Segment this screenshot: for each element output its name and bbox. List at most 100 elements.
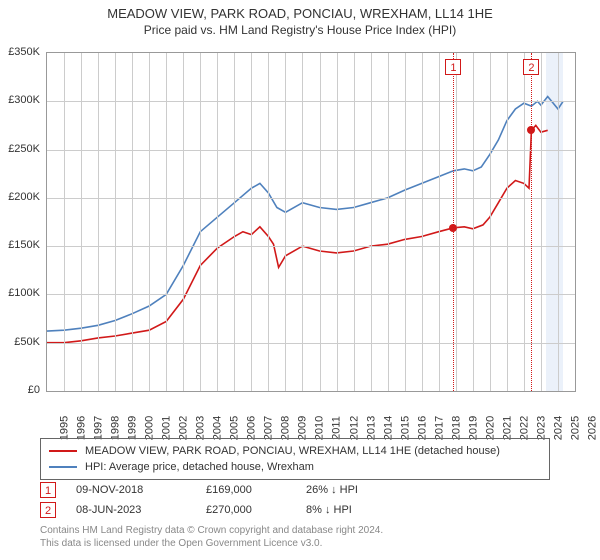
gridline-v [337, 53, 338, 391]
gridline-v [81, 53, 82, 391]
titles: MEADOW VIEW, PARK ROAD, PONCIAU, WREXHAM… [0, 0, 600, 37]
legend-row-1: MEADOW VIEW, PARK ROAD, PONCIAU, WREXHAM… [49, 443, 541, 459]
sale-row: 1 09-NOV-2018 £169,000 26% ↓ HPI [40, 480, 550, 500]
sale-price: £270,000 [206, 504, 286, 516]
sale-marker: 1 [445, 59, 461, 75]
y-tick-label: £350K [8, 46, 40, 58]
x-tick-label: 1995 [58, 416, 70, 440]
gridline-v [115, 53, 116, 391]
y-tick-label: £200K [8, 191, 40, 203]
footer-line-1: Contains HM Land Registry data © Crown c… [40, 524, 560, 537]
x-tick-label: 2000 [144, 416, 156, 440]
legend: MEADOW VIEW, PARK ROAD, PONCIAU, WREXHAM… [40, 438, 550, 480]
x-tick-label: 2021 [501, 416, 513, 440]
y-tick-label: £50K [14, 336, 40, 348]
x-tick-label: 2008 [280, 416, 292, 440]
gridline-v [371, 53, 372, 391]
title-main: MEADOW VIEW, PARK ROAD, PONCIAU, WREXHAM… [0, 6, 600, 21]
sale-badge: 2 [40, 502, 56, 518]
gridline-v [200, 53, 201, 391]
gridline-v [217, 53, 218, 391]
x-tick-label: 2018 [450, 416, 462, 440]
gridline-v [320, 53, 321, 391]
gridline-h [47, 198, 575, 199]
x-tick-label: 1998 [110, 416, 122, 440]
x-tick-label: 2005 [229, 416, 241, 440]
gridline-v [439, 53, 440, 391]
gridline-v [422, 53, 423, 391]
plot-area: 12 [46, 52, 576, 392]
y-tick-label: £150K [8, 239, 40, 251]
gridline-v [285, 53, 286, 391]
sale-marker: 2 [523, 59, 539, 75]
x-tick-label: 2012 [348, 416, 360, 440]
gridline-v [354, 53, 355, 391]
x-tick-label: 1999 [127, 416, 139, 440]
gridline-v [64, 53, 65, 391]
y-axis-labels: £0£50K£100K£150K£200K£250K£300K£350K [0, 52, 44, 392]
y-tick-label: £100K [8, 287, 40, 299]
legend-label: MEADOW VIEW, PARK ROAD, PONCIAU, WREXHAM… [85, 443, 500, 459]
gridline-v [405, 53, 406, 391]
x-tick-label: 2011 [330, 416, 342, 440]
gridline-h [47, 246, 575, 247]
x-tick-label: 2003 [195, 416, 207, 440]
title-sub: Price paid vs. HM Land Registry's House … [0, 23, 600, 37]
sale-line [531, 53, 532, 391]
x-tick-label: 2017 [433, 416, 445, 440]
sales-table: 1 09-NOV-2018 £169,000 26% ↓ HPI 2 08-JUN-202… [40, 480, 550, 520]
x-tick-label: 1996 [76, 416, 88, 440]
x-tick-label: 2014 [382, 416, 394, 440]
x-tick-label: 2024 [552, 416, 564, 440]
gridline-v [507, 53, 508, 391]
sale-date: 09-NOV-2018 [76, 484, 186, 496]
gridline-v [302, 53, 303, 391]
legend-swatch [49, 450, 77, 452]
gridline-v [268, 53, 269, 391]
gridline-h [47, 101, 575, 102]
footer: Contains HM Land Registry data © Crown c… [40, 524, 560, 550]
gridline-v [558, 53, 559, 391]
gridline-v [490, 53, 491, 391]
legend-label: HPI: Average price, detached house, Wrex… [85, 459, 314, 475]
legend-swatch [49, 466, 77, 468]
gridline-h [47, 150, 575, 151]
x-tick-label: 2006 [246, 416, 258, 440]
x-tick-label: 2001 [161, 416, 173, 440]
gridline-v [473, 53, 474, 391]
gridline-h [47, 294, 575, 295]
x-tick-label: 2002 [178, 416, 190, 440]
x-tick-label: 2023 [535, 416, 547, 440]
y-tick-label: £300K [8, 94, 40, 106]
y-tick-label: £250K [8, 143, 40, 155]
sale-badge: 1 [40, 482, 56, 498]
x-tick-label: 1997 [93, 416, 105, 440]
x-tick-label: 2026 [586, 416, 598, 440]
gridline-v [149, 53, 150, 391]
plot-svg [47, 53, 575, 391]
chart-container: MEADOW VIEW, PARK ROAD, PONCIAU, WREXHAM… [0, 0, 600, 560]
gridline-v [456, 53, 457, 391]
sale-point-icon [449, 224, 457, 232]
x-tick-label: 2013 [365, 416, 377, 440]
sale-point-icon [527, 126, 535, 134]
sale-line [453, 53, 454, 391]
y-tick-label: £0 [28, 384, 40, 396]
gridline-v [166, 53, 167, 391]
x-tick-label: 2004 [212, 416, 224, 440]
x-axis-labels: 1995199619971998199920002001200220032004… [46, 394, 576, 434]
sale-date: 08-JUN-2023 [76, 504, 186, 516]
x-tick-label: 2022 [518, 416, 530, 440]
hpi-line [47, 97, 563, 332]
gridline-v [541, 53, 542, 391]
gridline-v [388, 53, 389, 391]
sale-row: 2 08-JUN-2023 £270,000 8% ↓ HPI [40, 500, 550, 520]
gridline-v [234, 53, 235, 391]
sale-pct: 26% ↓ HPI [306, 484, 396, 496]
x-tick-label: 2025 [569, 416, 581, 440]
x-tick-label: 2009 [297, 416, 309, 440]
sale-price: £169,000 [206, 484, 286, 496]
gridline-h [47, 343, 575, 344]
sale-pct: 8% ↓ HPI [306, 504, 396, 516]
x-tick-label: 2019 [467, 416, 479, 440]
